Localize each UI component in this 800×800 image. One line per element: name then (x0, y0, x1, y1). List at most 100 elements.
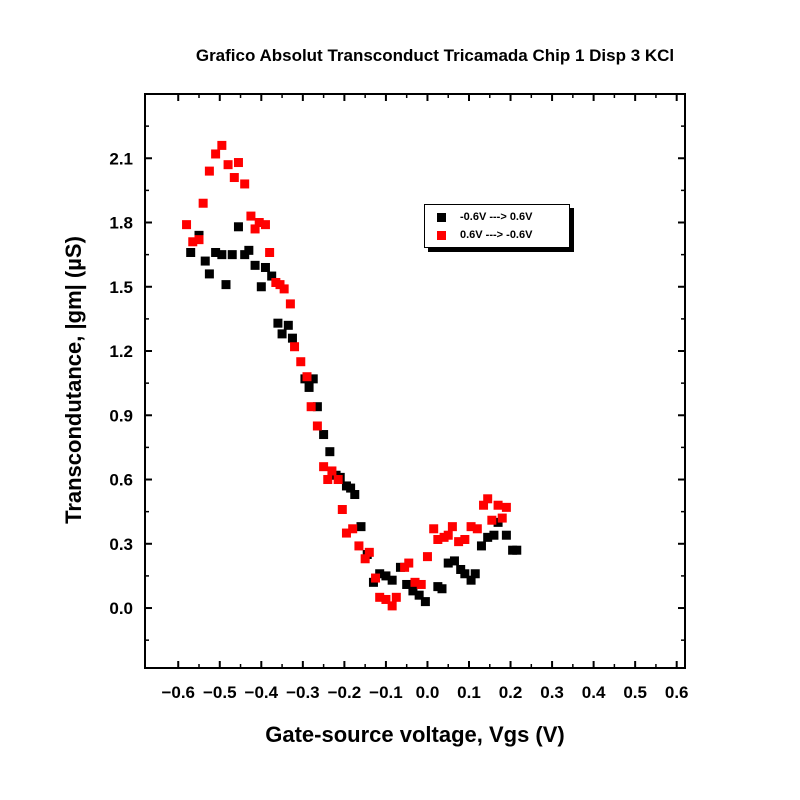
data-point-forward (512, 545, 522, 555)
data-point-reverse (354, 541, 364, 551)
data-point-reverse (204, 166, 214, 176)
data-point-reverse (260, 220, 270, 230)
data-point-reverse (460, 534, 470, 544)
data-point-reverse (327, 466, 337, 476)
data-point-forward (470, 569, 480, 579)
data-point-reverse (387, 601, 397, 611)
data-point-reverse (381, 594, 391, 604)
data-point-reverse (302, 372, 312, 382)
plot-frame (144, 93, 686, 669)
data-point-reverse (422, 552, 432, 562)
data-point-reverse (240, 179, 250, 189)
data-point-forward (387, 575, 397, 585)
data-point-forward (200, 256, 210, 266)
data-point-reverse (319, 462, 329, 472)
data-point-forward (476, 541, 486, 551)
data-point-reverse (348, 524, 358, 534)
data-point-reverse (279, 284, 289, 294)
data-point-forward (273, 318, 283, 328)
data-point-reverse (497, 513, 507, 523)
x-tick-label: 0.2 (499, 683, 523, 702)
data-point-forward (319, 430, 329, 440)
data-point-forward (250, 260, 260, 270)
data-point-reverse (337, 505, 347, 515)
data-point-reverse (229, 173, 239, 183)
data-point-reverse (188, 237, 198, 247)
data-point-forward (408, 586, 418, 596)
data-point-forward (256, 282, 266, 292)
data-point-reverse (447, 522, 457, 532)
data-point-forward (381, 571, 391, 581)
data-point-forward (460, 569, 470, 579)
data-point-reverse (211, 149, 221, 159)
data-point-reverse (233, 158, 243, 168)
data-point-forward (483, 532, 493, 542)
data-point-reverse (254, 218, 264, 228)
data-point-forward (437, 584, 447, 594)
data-point-reverse (306, 402, 316, 412)
legend-label-forward: -0.6V ---> 0.6V (460, 211, 533, 223)
legend-marker-reverse (437, 230, 446, 240)
data-point-forward (260, 262, 270, 272)
data-point-forward (283, 320, 293, 330)
legend-marker-forward (437, 212, 446, 222)
x-tick-label: −0.6 (161, 683, 195, 702)
data-point-forward (308, 374, 318, 384)
data-point-forward (312, 402, 322, 412)
data-point-reverse (501, 502, 511, 512)
data-point-forward (186, 247, 196, 257)
data-point-reverse (404, 558, 414, 568)
x-tick-label: −0.3 (286, 683, 320, 702)
y-tick-label: 1.5 (109, 278, 133, 297)
data-point-forward (204, 269, 214, 279)
data-point-reverse (487, 515, 497, 525)
data-point-reverse (223, 160, 233, 170)
data-point-reverse (285, 299, 295, 309)
x-axis-label: Gate-source voltage, Vgs (V) (265, 722, 565, 747)
legend-item-reverse: 0.6V ---> -0.6V (437, 228, 532, 242)
data-point-reverse (391, 592, 401, 602)
x-tick-label: 0.0 (416, 683, 440, 702)
data-point-reverse (323, 475, 333, 485)
data-point-forward (350, 490, 360, 500)
y-tick-label: 1.2 (109, 342, 133, 361)
data-point-reverse (371, 573, 381, 583)
data-point-forward (217, 250, 227, 260)
data-point-forward (227, 250, 237, 260)
y-tick-label: 1.8 (109, 214, 133, 233)
data-point-reverse (265, 247, 275, 257)
data-point-reverse (375, 592, 385, 602)
data-point-reverse (194, 235, 204, 245)
x-tick-label: 0.5 (623, 683, 647, 702)
legend-item-forward: -0.6V ---> 0.6V (437, 210, 532, 224)
data-point-reverse (493, 500, 503, 510)
x-tick-label: 0.6 (665, 683, 689, 702)
legend: -0.6V ---> 0.6V 0.6V ---> -0.6V (424, 204, 570, 248)
data-point-reverse (454, 537, 464, 547)
data-point-reverse (479, 500, 489, 510)
data-point-reverse (483, 494, 493, 504)
data-point-reverse (333, 475, 343, 485)
data-point-reverse (443, 530, 453, 540)
y-tick-label: 0.6 (109, 471, 133, 490)
data-point-forward (221, 280, 231, 290)
data-point-forward (356, 522, 366, 532)
data-point-forward (287, 333, 297, 343)
data-point-forward (233, 222, 243, 232)
data-point-reverse (433, 534, 443, 544)
data-point-forward (414, 590, 424, 600)
data-point-forward (402, 579, 412, 589)
x-tick-label: 0.1 (457, 683, 481, 702)
data-point-forward (443, 558, 453, 568)
x-tick-label: −0.2 (328, 683, 362, 702)
data-point-reverse (246, 211, 256, 221)
data-point-reverse (429, 524, 439, 534)
data-point-forward (449, 556, 459, 566)
data-point-forward (466, 575, 476, 585)
chart-title: Grafico Absolut Transconduct Tricamada C… (195, 46, 675, 65)
y-tick-label: 0.9 (109, 406, 133, 425)
y-tick-label: 2.1 (109, 149, 133, 168)
data-point-reverse (466, 522, 476, 532)
data-point-forward (244, 245, 254, 255)
